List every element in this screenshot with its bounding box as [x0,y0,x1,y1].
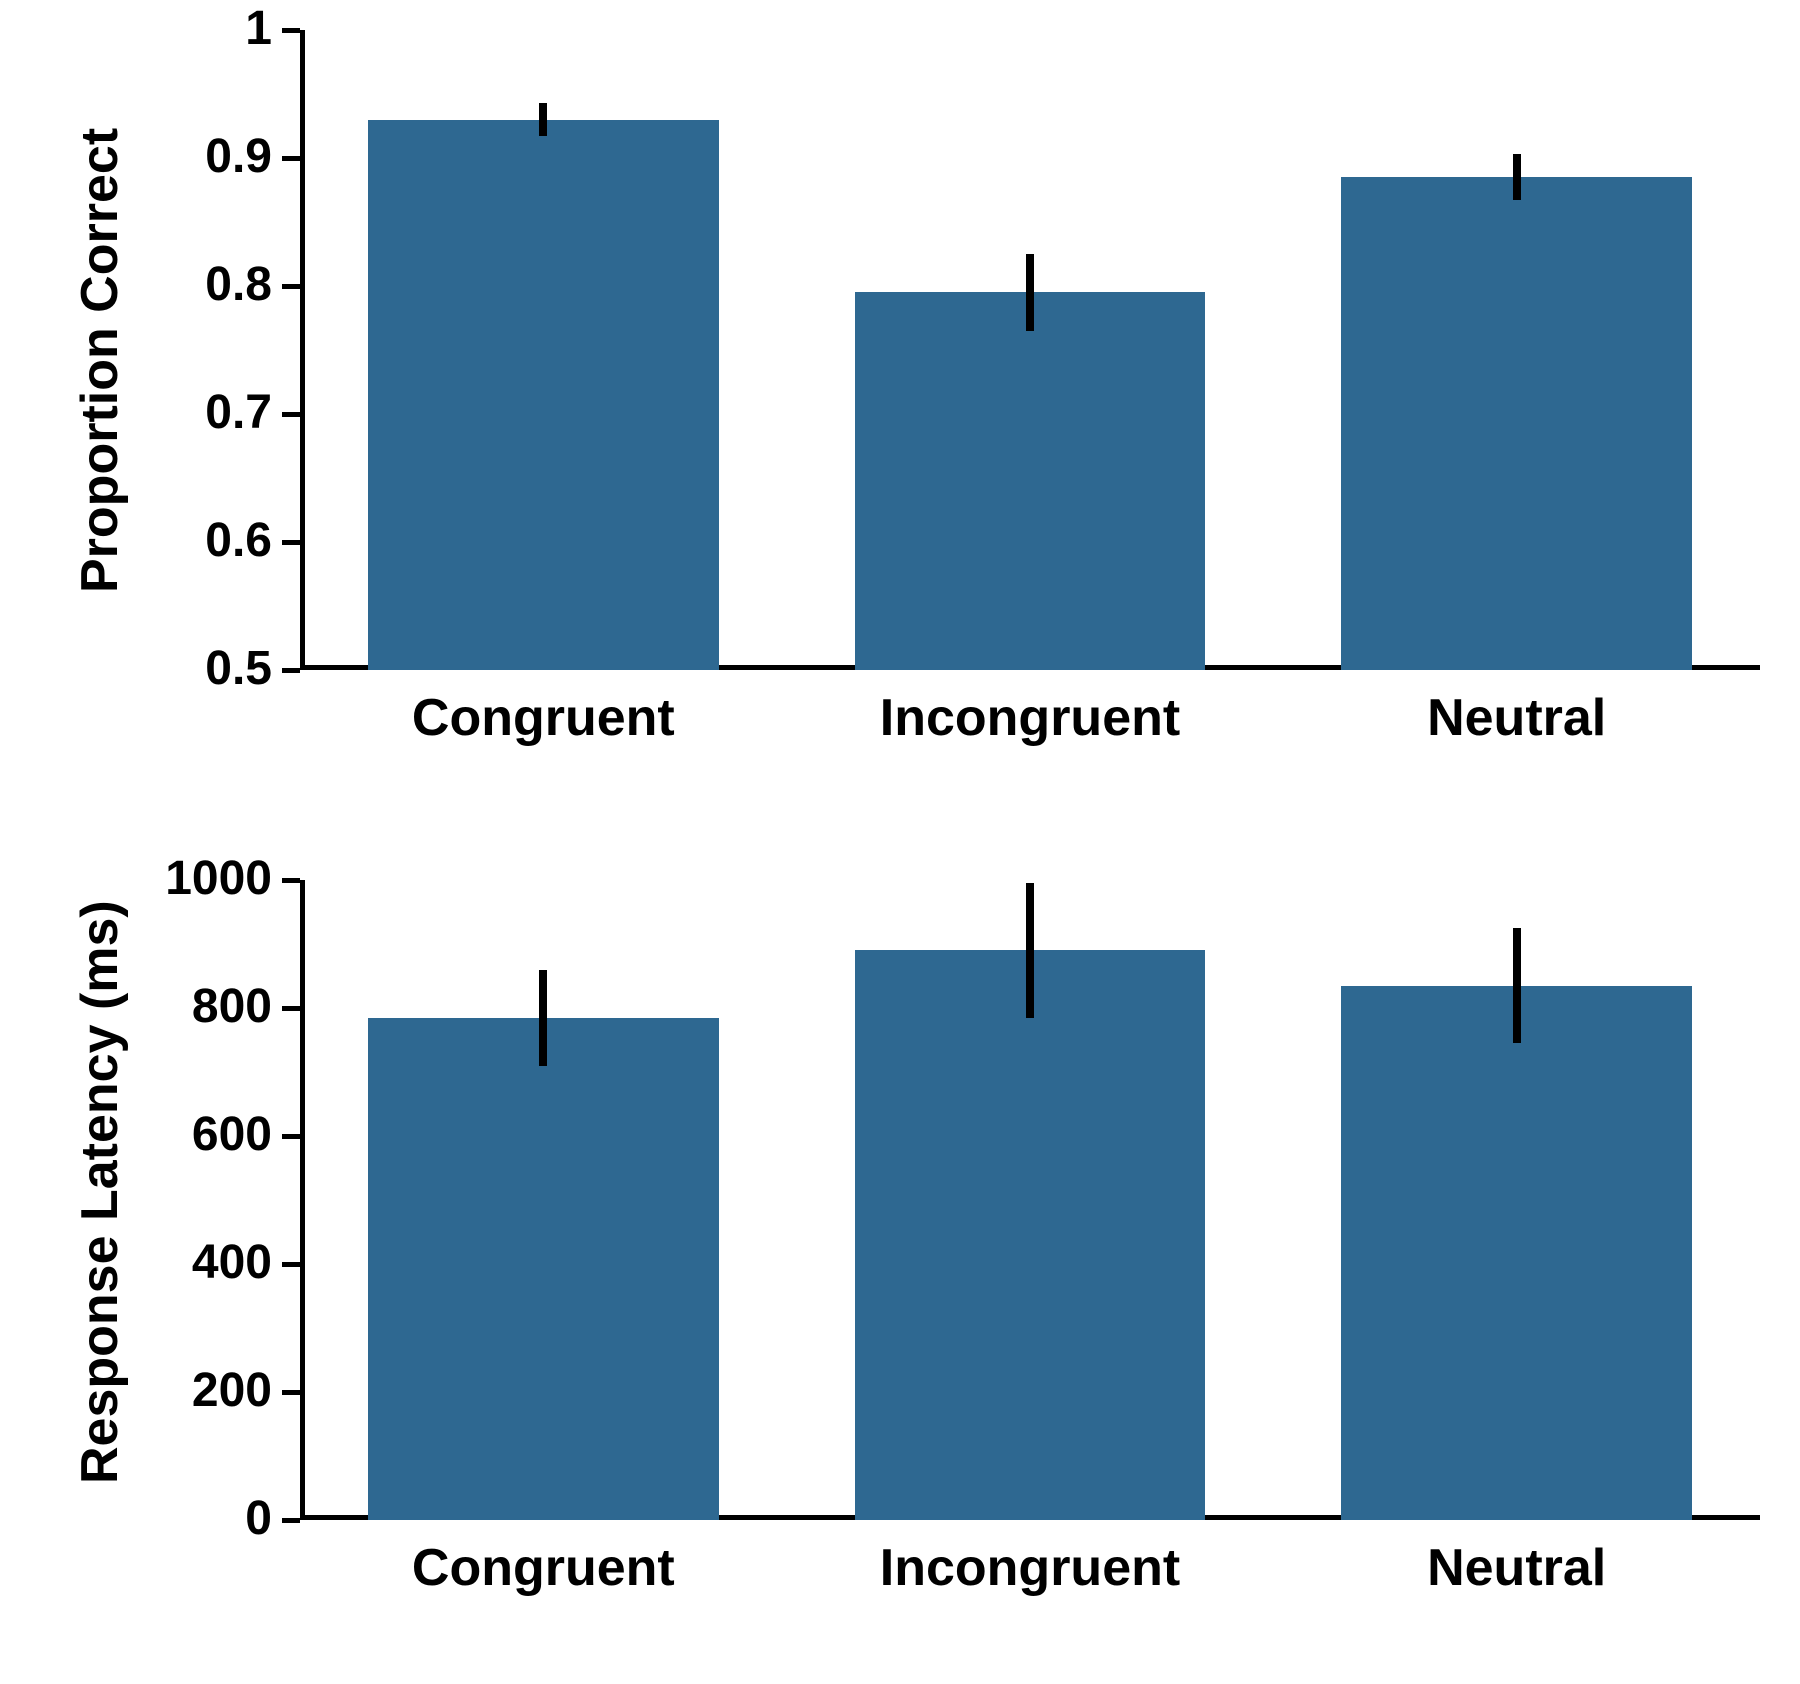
ytick [282,28,300,33]
ytick [282,1518,300,1523]
ytick [282,1006,300,1011]
xtick-label: Neutral [1273,1538,1760,1598]
bar-incongruent [855,292,1205,670]
ytick [282,156,300,161]
errorbar-incongruent [1026,254,1034,331]
ytick [282,540,300,545]
bar-incongruent [855,950,1205,1520]
ytick-label: 200 [132,1363,272,1418]
errorbar-neutral [1513,154,1521,200]
xtick-label: Incongruent [787,1538,1274,1598]
ytick-label: 0 [132,1491,272,1546]
bar-neutral [1341,986,1691,1520]
ytick [282,1262,300,1267]
errorbar-neutral [1513,928,1521,1043]
ytick-label: 600 [132,1107,272,1162]
bar-congruent [368,1018,718,1520]
bar-neutral [1341,177,1691,670]
xtick-label: Neutral [1273,688,1760,748]
bar-congruent [368,120,718,670]
ytick-label: 400 [132,1235,272,1290]
xtick-label: Congruent [300,688,787,748]
ytick [282,1390,300,1395]
bottom-ylabel: Response Latency (ms) [70,900,130,1484]
ytick-label: 1000 [132,851,272,906]
ytick-label: 0.6 [132,513,272,568]
ytick-label: 0.8 [132,257,272,312]
ytick [282,412,300,417]
xtick-label: Incongruent [787,688,1274,748]
ytick [282,284,300,289]
ytick [282,668,300,673]
ytick-label: 1 [132,1,272,56]
errorbar-congruent [539,970,547,1066]
ytick-label: 0.9 [132,129,272,184]
ytick-label: 0.5 [132,641,272,696]
ytick [282,878,300,883]
top-ylabel: Proportion Correct [70,128,130,593]
ytick-label: 800 [132,979,272,1034]
errorbar-congruent [539,103,547,136]
ytick-label: 0.7 [132,385,272,440]
figure: Proportion Correct Response Latency (ms)… [0,0,1800,1684]
errorbar-incongruent [1026,883,1034,1017]
ytick [282,1134,300,1139]
xtick-label: Congruent [300,1538,787,1598]
